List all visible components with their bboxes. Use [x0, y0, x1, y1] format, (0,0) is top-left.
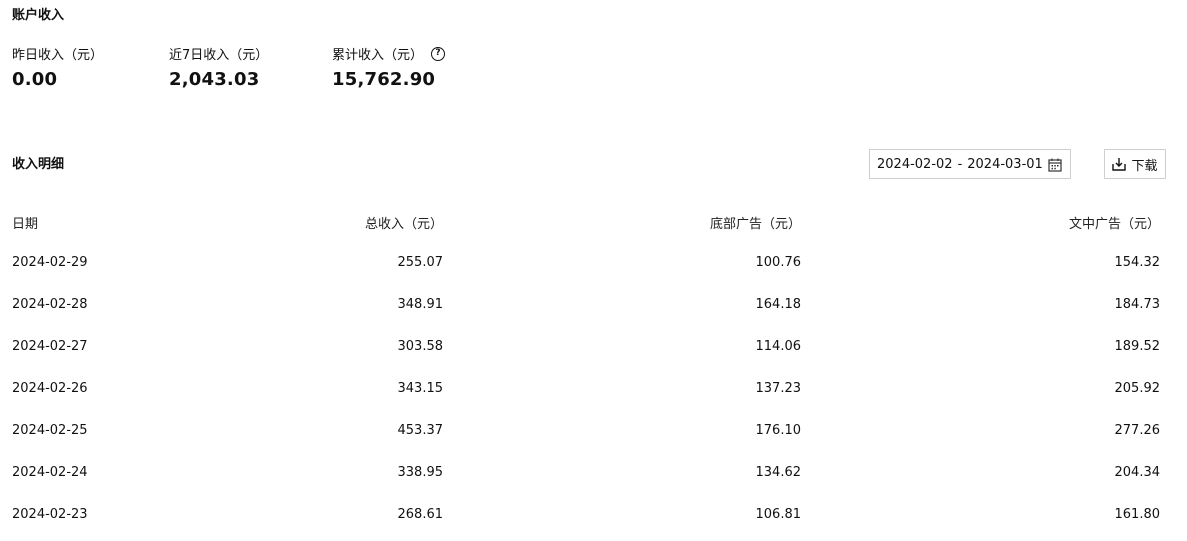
- download-button[interactable]: 下载: [1104, 149, 1166, 179]
- stat-last7days-value: 2,043.03: [169, 69, 260, 90]
- table-row: 2024-02-27 303.58 114.06 189.52: [0, 331, 1187, 373]
- income-detail-title: 收入明细: [12, 157, 65, 172]
- stat-cumulative-label-row: 累计收入（元） ?: [332, 44, 446, 63]
- cell-bottom-ad: 164.18: [755, 297, 802, 312]
- cell-in-article-ad: 184.73: [1114, 297, 1161, 312]
- income-table: 日期 总收入（元） 底部广告（元） 文中广告（元） 2024-02-29 255…: [0, 205, 1187, 541]
- cell-bottom-ad: 114.06: [755, 339, 802, 354]
- table-row: 2024-02-25 453.37 176.10 277.26: [0, 415, 1187, 457]
- cell-total: 303.58: [397, 339, 444, 354]
- cell-date: 2024-02-24: [12, 465, 88, 480]
- stat-cumulative-label: 累计收入（元）: [332, 48, 424, 63]
- date-range-start[interactable]: 2024-02-02: [877, 156, 953, 172]
- date-range-separator: -: [957, 156, 963, 172]
- col-header-date: 日期: [12, 217, 39, 232]
- date-range-end[interactable]: 2024-03-01: [967, 156, 1043, 172]
- stat-last7days: 近7日收入（元） 2,043.03: [169, 44, 268, 90]
- stat-yesterday: 昨日收入（元） 0.00: [12, 44, 103, 90]
- stat-yesterday-label: 昨日收入（元）: [12, 48, 104, 63]
- table-row: 2024-02-26 343.15 137.23 205.92: [0, 373, 1187, 415]
- cell-date: 2024-02-23: [12, 507, 88, 522]
- cell-bottom-ad: 100.76: [755, 255, 802, 270]
- cell-bottom-ad: 106.81: [755, 507, 802, 522]
- table-row: 2024-02-24 338.95 134.62 204.34: [0, 457, 1187, 499]
- stat-cumulative: 累计收入（元） ? 15,762.90: [332, 44, 446, 90]
- cell-total: 343.15: [397, 381, 444, 396]
- stat-cumulative-value: 15,762.90: [332, 69, 436, 90]
- table-row: 2024-02-28 348.91 164.18 184.73: [0, 289, 1187, 331]
- cell-total: 348.91: [397, 297, 444, 312]
- cell-date: 2024-02-25: [12, 423, 88, 438]
- cell-bottom-ad: 137.23: [755, 381, 802, 396]
- stat-yesterday-value: 0.00: [12, 69, 58, 90]
- cell-in-article-ad: 154.32: [1114, 255, 1161, 270]
- cell-bottom-ad: 176.10: [755, 423, 802, 438]
- cell-total: 338.95: [397, 465, 444, 480]
- cell-total: 255.07: [397, 255, 444, 270]
- cell-in-article-ad: 205.92: [1114, 381, 1161, 396]
- cell-total: 453.37: [397, 423, 444, 438]
- cell-date: 2024-02-29: [12, 255, 88, 270]
- cell-date: 2024-02-27: [12, 339, 88, 354]
- table-header: 日期 总收入（元） 底部广告（元） 文中广告（元）: [0, 205, 1187, 247]
- download-label: 下载: [1131, 158, 1158, 174]
- stat-last7days-label: 近7日收入（元）: [169, 48, 269, 63]
- table-row: 2024-02-29 255.07 100.76 154.32: [0, 247, 1187, 289]
- cell-bottom-ad: 134.62: [755, 465, 802, 480]
- account-income-title: 账户收入: [12, 8, 65, 23]
- date-range-picker[interactable]: 2024-02-02 - 2024-03-01: [869, 149, 1071, 179]
- cell-date: 2024-02-26: [12, 381, 88, 396]
- download-icon: [1112, 158, 1127, 171]
- cell-in-article-ad: 161.80: [1114, 507, 1161, 522]
- cell-in-article-ad: 204.34: [1114, 465, 1161, 480]
- col-header-total: 总收入（元）: [364, 217, 443, 232]
- cell-total: 268.61: [397, 507, 444, 522]
- cell-in-article-ad: 277.26: [1114, 423, 1161, 438]
- calendar-icon[interactable]: [1048, 158, 1062, 176]
- cell-in-article-ad: 189.52: [1114, 339, 1161, 354]
- col-header-in-article-ad: 文中广告（元）: [1068, 217, 1160, 232]
- question-circle-icon[interactable]: ?: [431, 46, 446, 61]
- cell-date: 2024-02-28: [12, 297, 88, 312]
- table-row: 2024-02-23 268.61 106.81 161.80: [0, 499, 1187, 541]
- col-header-bottom-ad: 底部广告（元）: [709, 217, 801, 232]
